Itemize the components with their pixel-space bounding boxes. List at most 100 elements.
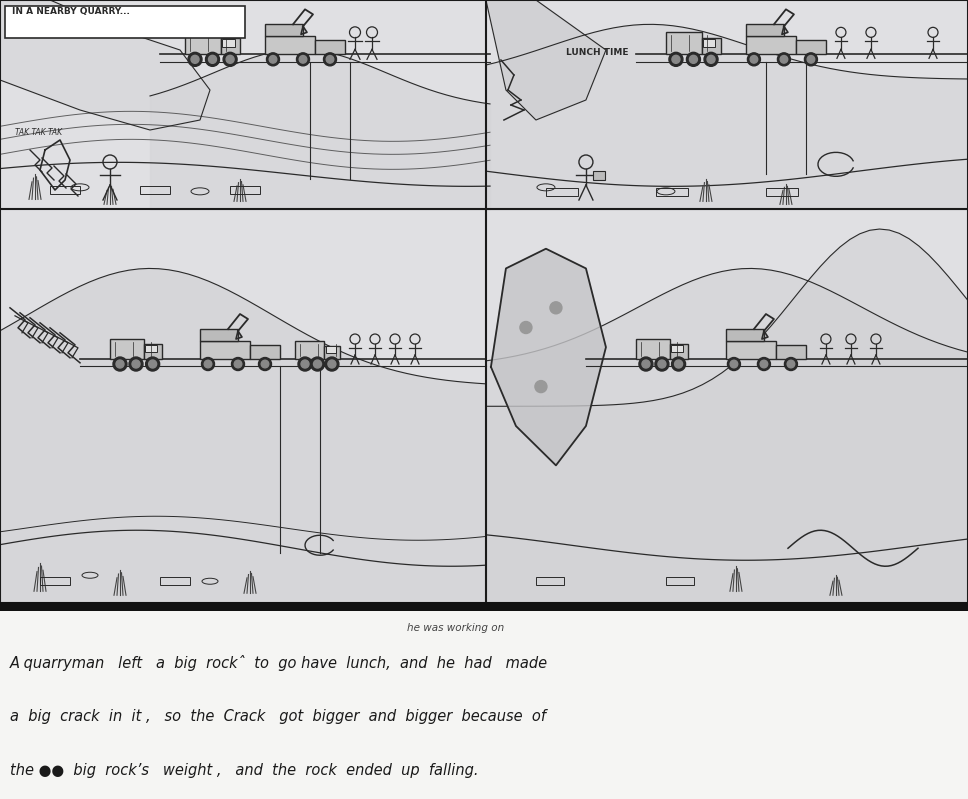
- Bar: [656, 189, 688, 197]
- Bar: [546, 189, 578, 197]
- Bar: [593, 171, 605, 180]
- Bar: [0, 602, 968, 611]
- Circle shape: [223, 53, 237, 66]
- Polygon shape: [491, 248, 606, 465]
- Text: he was working on: he was working on: [407, 623, 503, 634]
- Circle shape: [258, 357, 271, 371]
- Bar: [145, 345, 157, 352]
- Text: IN A NEARBY QUARRY...: IN A NEARBY QUARRY...: [12, 7, 130, 16]
- Circle shape: [234, 360, 242, 368]
- Circle shape: [655, 357, 669, 371]
- Circle shape: [704, 53, 718, 66]
- Circle shape: [266, 53, 280, 66]
- Circle shape: [231, 357, 245, 371]
- Bar: [324, 345, 340, 359]
- Circle shape: [550, 302, 562, 314]
- Circle shape: [188, 53, 202, 66]
- Bar: [746, 24, 784, 36]
- Circle shape: [780, 56, 788, 63]
- Bar: [230, 186, 260, 194]
- Circle shape: [669, 53, 683, 66]
- Bar: [702, 38, 721, 54]
- Circle shape: [301, 360, 309, 368]
- Circle shape: [777, 53, 791, 66]
- Bar: [636, 339, 670, 359]
- Polygon shape: [486, 0, 606, 120]
- Circle shape: [658, 360, 666, 368]
- Circle shape: [149, 360, 157, 368]
- Bar: [726, 329, 764, 341]
- Bar: [140, 186, 170, 194]
- Bar: [223, 39, 234, 46]
- Circle shape: [686, 53, 701, 66]
- Circle shape: [145, 357, 160, 371]
- Circle shape: [639, 357, 653, 371]
- Bar: [776, 345, 806, 359]
- Circle shape: [675, 360, 682, 368]
- Polygon shape: [0, 0, 210, 130]
- Bar: [160, 577, 190, 585]
- Circle shape: [204, 360, 212, 368]
- Bar: [295, 341, 324, 359]
- Text: the ●●  big  rock’s   weight ,   and  the  rock  ended  up  falling.: the ●● big rock’s weight , and the rock …: [10, 763, 478, 778]
- Bar: [40, 577, 70, 585]
- Bar: [200, 341, 250, 359]
- Bar: [110, 339, 144, 359]
- Circle shape: [191, 55, 199, 63]
- Circle shape: [760, 360, 768, 368]
- Bar: [746, 36, 796, 54]
- Bar: [666, 32, 702, 54]
- Circle shape: [269, 56, 277, 63]
- Circle shape: [311, 357, 324, 371]
- Bar: [265, 36, 315, 54]
- Circle shape: [113, 357, 127, 371]
- Bar: [315, 40, 345, 54]
- Text: a  big  crack  in  it ,   so  the  Crack   got  bigger  and  bigger  because  of: a big crack in it , so the Crack got big…: [10, 710, 546, 724]
- Bar: [536, 577, 564, 585]
- Circle shape: [642, 360, 650, 368]
- Circle shape: [325, 357, 339, 371]
- Circle shape: [757, 357, 771, 371]
- Circle shape: [747, 53, 761, 66]
- Circle shape: [787, 360, 795, 368]
- Circle shape: [784, 357, 798, 371]
- Circle shape: [750, 56, 758, 63]
- Bar: [200, 329, 238, 341]
- Circle shape: [730, 360, 738, 368]
- Circle shape: [296, 53, 310, 66]
- Circle shape: [804, 53, 817, 66]
- Bar: [221, 38, 240, 54]
- Circle shape: [326, 56, 334, 63]
- Circle shape: [205, 53, 220, 66]
- Circle shape: [328, 360, 336, 368]
- Circle shape: [689, 55, 697, 63]
- Bar: [796, 40, 826, 54]
- Circle shape: [727, 357, 741, 371]
- Circle shape: [132, 360, 140, 368]
- Circle shape: [201, 357, 215, 371]
- Circle shape: [707, 55, 715, 63]
- Text: A quarryman   left   a  big  rockˆ  to  go have  lunch,  and  he  had   made: A quarryman left a big rockˆ to go have …: [10, 655, 548, 671]
- Bar: [5, 6, 245, 38]
- Bar: [666, 577, 694, 585]
- Bar: [0, 0, 968, 603]
- Bar: [325, 347, 336, 352]
- Circle shape: [298, 357, 312, 371]
- Text: TAK TAK TAK: TAK TAK TAK: [15, 128, 62, 137]
- Bar: [250, 345, 280, 359]
- Circle shape: [129, 357, 143, 371]
- Circle shape: [672, 357, 685, 371]
- Bar: [726, 341, 776, 359]
- Bar: [50, 186, 80, 194]
- Text: LUNCH TIME: LUNCH TIME: [566, 48, 628, 57]
- Circle shape: [520, 321, 532, 333]
- Circle shape: [323, 53, 337, 66]
- Circle shape: [807, 56, 815, 63]
- Bar: [185, 32, 221, 54]
- Circle shape: [227, 55, 234, 63]
- Bar: [766, 189, 798, 197]
- Bar: [0, 603, 968, 799]
- Circle shape: [299, 56, 307, 63]
- Circle shape: [314, 360, 321, 368]
- Circle shape: [116, 360, 124, 368]
